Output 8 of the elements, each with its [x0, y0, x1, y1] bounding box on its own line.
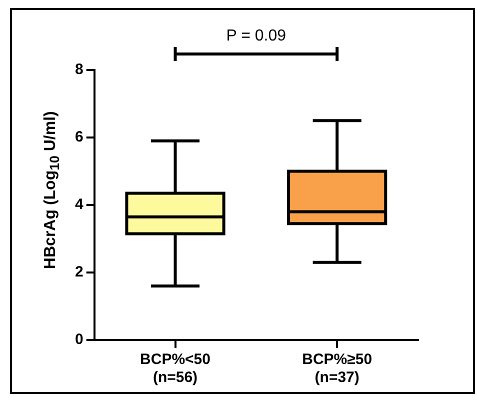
y-tick-label: 2 — [75, 264, 84, 281]
x-tick-label: BCP%<50 (n=56) — [140, 351, 210, 386]
y-tick-label: 8 — [75, 61, 84, 78]
y-tick-label: 6 — [75, 128, 84, 146]
x-tick-label: BCP%≥50 (n=37) — [302, 351, 372, 386]
y-tick-label: 4 — [75, 196, 84, 214]
text: P = 0.09 — [226, 27, 286, 44]
y-tick-label: 0 — [75, 331, 84, 348]
